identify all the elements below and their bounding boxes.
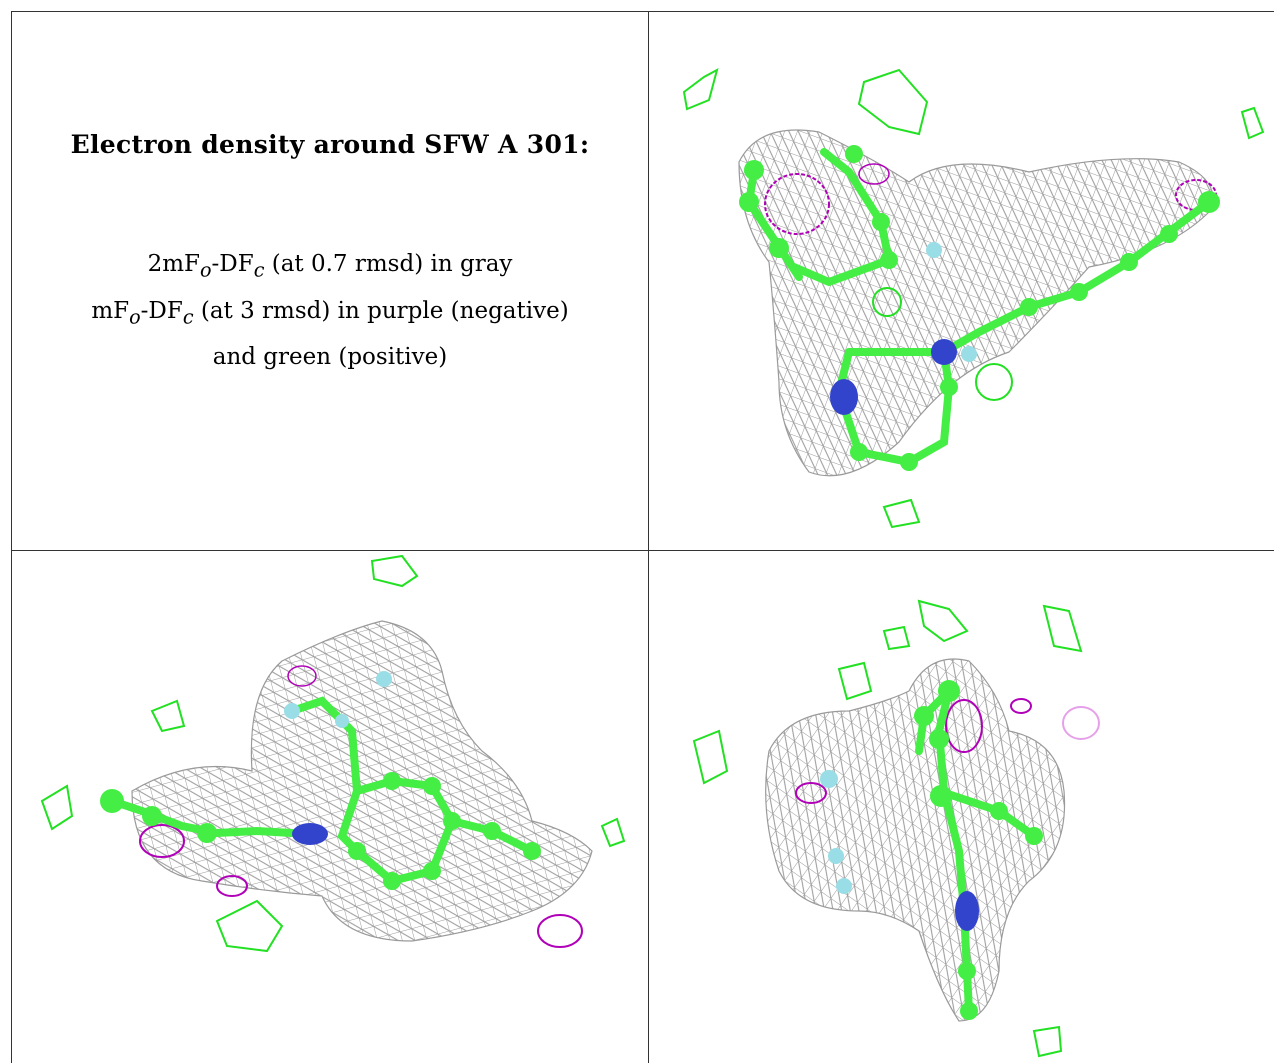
positive-density-blob [975, 363, 1013, 401]
positive-density-blob [1042, 604, 1083, 653]
density-view-bottom-left [12, 551, 648, 1063]
positive-density-blob [682, 68, 719, 111]
caption-line-colors: and green (positive) [212, 344, 448, 371]
positive-density-blob [40, 784, 74, 831]
negative-density-blob [287, 665, 317, 687]
negative-density-blob [1062, 706, 1100, 740]
positive-density-blob [215, 899, 284, 953]
fluorine-atom [836, 878, 852, 894]
negative-density-blob [537, 914, 583, 948]
nitrogen-atom [292, 823, 328, 845]
fluorine-atom [961, 346, 977, 362]
fluorine-atom [376, 671, 392, 687]
positive-density-blob [150, 699, 186, 733]
positive-density-blob [600, 817, 626, 848]
negative-density-blob [1010, 698, 1032, 714]
caption-line-mfo-dfc: mFo-DFc (at 3 rmsd) in purple (negative) [91, 297, 569, 329]
fluorine-atom [820, 770, 838, 788]
nitrogen-atom [830, 379, 858, 415]
gray-density-mesh [738, 129, 1214, 477]
density-view-bottom-right [649, 551, 1274, 1063]
gray-density-mesh [765, 658, 1066, 1022]
gray-density-mesh [131, 620, 593, 942]
molecule-density-icon [40, 554, 626, 953]
positive-density-blob [917, 599, 969, 643]
positive-density-blob [882, 625, 911, 651]
nitrogen-atom [931, 339, 957, 365]
positive-density-blob [857, 68, 929, 136]
positive-density-blob [692, 729, 729, 785]
positive-density-blob [1240, 106, 1265, 140]
positive-density-blob [882, 498, 921, 529]
grid-line-left [11, 11, 12, 1063]
positive-density-blob [370, 554, 419, 588]
positive-density-blob [872, 287, 902, 317]
molecule-density-icon [682, 68, 1265, 529]
grid-line-vertical-center [648, 11, 649, 1063]
caption-title: Electron density around SFW A 301: [70, 130, 590, 159]
nitrogen-atom [955, 891, 979, 931]
positive-density-blob [837, 661, 873, 701]
density-view-top-right [649, 12, 1274, 550]
negative-density-blob [795, 782, 827, 804]
fluorine-atom [284, 703, 300, 719]
grid-line-horizontal-center [12, 550, 1274, 551]
negative-density-blob [945, 699, 983, 753]
fluorine-atom [828, 848, 844, 864]
grid-line-top [12, 11, 1274, 12]
negative-density-blob [139, 824, 185, 858]
negative-density-blob [858, 163, 890, 185]
negative-density-blob [216, 875, 248, 897]
positive-density-blob [1032, 1025, 1063, 1058]
caption-line-2mfo-dfc: 2mFo-DFc (at 0.7 rmsd) in gray [147, 251, 513, 282]
caption-legend: 2mFo-DFc (at 0.7 rmsd) in gray mFo-DFc (… [12, 244, 648, 377]
fluorine-atom [926, 242, 942, 258]
molecule-density-icon [692, 599, 1100, 1058]
fluorine-atom [335, 714, 349, 728]
negative-density-blob [764, 173, 830, 235]
caption-panel: Electron density around SFW A 301: 2mFo-… [12, 12, 648, 550]
